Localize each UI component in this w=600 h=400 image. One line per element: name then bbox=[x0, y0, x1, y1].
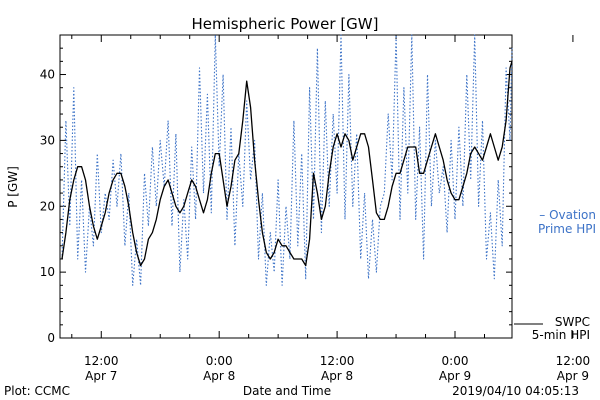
y-tick-label: 20 bbox=[40, 199, 55, 213]
legend: – Ovation Prime HPI SWPC 5-min HPI bbox=[514, 208, 596, 342]
y-tick-label: 0 bbox=[47, 331, 55, 345]
legend-ovation-line1: – Ovation bbox=[539, 208, 596, 222]
x-tick-time-label: 12:00 bbox=[84, 354, 119, 368]
y-tick-label: 10 bbox=[40, 265, 55, 279]
chart-title: Hemispheric Power [GW] bbox=[192, 15, 379, 33]
series-line-ovation-prime-hpi bbox=[61, 34, 513, 286]
x-tick-time-label: 0:00 bbox=[206, 354, 233, 368]
footer-timestamp: 2019/04/10 04:05:13 bbox=[452, 384, 579, 398]
footer: Plot: CCMC Date and Time 2019/04/10 04:0… bbox=[4, 384, 579, 398]
x-axis-label: Date and Time bbox=[243, 384, 331, 398]
plot-axes bbox=[59, 34, 513, 339]
series-line-swpc-5-min-hpi bbox=[61, 61, 513, 267]
y-tick-label: 40 bbox=[40, 68, 55, 82]
y-axis-title: P [GW] bbox=[6, 166, 20, 208]
x-tick-date-label: Apr 9 bbox=[439, 369, 471, 383]
x-tick-time-label: 0:00 bbox=[442, 354, 469, 368]
x-tick-date-label: Apr 9 bbox=[557, 369, 589, 383]
x-tick-time-label: 12:00 bbox=[556, 354, 591, 368]
plot-frame bbox=[59, 34, 513, 339]
legend-swpc-line2: 5-min HPI bbox=[532, 328, 590, 342]
x-tick-time-label: 12:00 bbox=[320, 354, 355, 368]
x-tick-date-label: Apr 8 bbox=[203, 369, 235, 383]
legend-swpc-line1: SWPC bbox=[555, 315, 590, 329]
data-series bbox=[61, 34, 513, 286]
footer-credit: Plot: CCMC bbox=[4, 384, 70, 398]
y-tick-label: 30 bbox=[40, 133, 55, 147]
y-axis-label: P [GW] bbox=[6, 166, 20, 208]
legend-ovation-line2: Prime HPI bbox=[538, 222, 596, 236]
x-tick-date-label: Apr 7 bbox=[85, 369, 117, 383]
x-tick-date-label: Apr 8 bbox=[321, 369, 353, 383]
